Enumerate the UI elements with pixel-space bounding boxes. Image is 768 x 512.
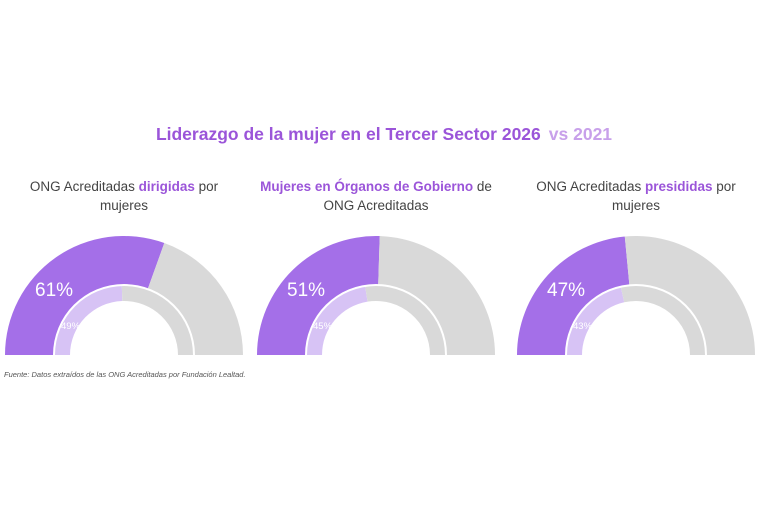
gauge-caption-organos: Mujeres en Órganos de Gobierno de ONG Ac…	[256, 177, 496, 215]
gauge-arc-2026	[5, 235, 165, 355]
gauge-value-2026-label: 51%	[287, 280, 325, 301]
gauge-value-2021-label: 49%	[61, 321, 81, 332]
source-note: Fuente: Datos extraídos de las ONG Acred…	[4, 370, 246, 379]
caption-highlight: presididas	[645, 179, 713, 194]
gauge-value-2021-label: 43%	[573, 321, 593, 332]
gauge-arc-2021	[54, 285, 123, 355]
gauge-arc-2026	[517, 236, 630, 355]
caption-text: de ONG Acreditadas	[323, 179, 492, 213]
caption-text: ONG Acreditadas	[536, 179, 645, 194]
gauge-arc-2021	[306, 285, 368, 355]
gauge-arc-remainder-2021	[620, 284, 706, 355]
gauge-arc-remainder-2026	[378, 236, 495, 355]
gauge-arc-remainder-2021	[121, 285, 194, 355]
chart-title: Liderazgo de la mujer en el Tercer Secto…	[0, 124, 768, 145]
chart-title-compare: vs 2021	[548, 124, 613, 144]
caption-text: por mujeres	[99, 179, 219, 213]
gauge-caption-presididas: ONG Acreditadas presididas por mujeres	[512, 177, 760, 215]
caption-highlight: Mujeres en Órganos de Gobierno	[260, 179, 474, 194]
gauge-arc-remainder-2021	[365, 285, 446, 355]
chart-title-main: Liderazgo de la mujer en el Tercer Secto…	[155, 124, 541, 144]
gauge-value-2026-label: 61%	[35, 280, 73, 301]
caption-text: ONG Acreditadas	[29, 179, 139, 194]
gauge-arc-remainder-2026	[147, 243, 243, 355]
gauge-arc-remainder-2026	[624, 235, 755, 355]
gauge-value-2026-label: 47%	[547, 280, 585, 301]
caption-text: por mujeres	[611, 179, 736, 213]
gauge-arc-2026	[257, 235, 380, 355]
caption-highlight: dirigidas	[138, 179, 195, 194]
gauge-arc-2021	[566, 286, 625, 355]
gauge-value-2021-label: 45%	[313, 321, 333, 332]
gauge-caption-dirigidas: ONG Acreditadas dirigidas por mujeres	[4, 177, 244, 215]
